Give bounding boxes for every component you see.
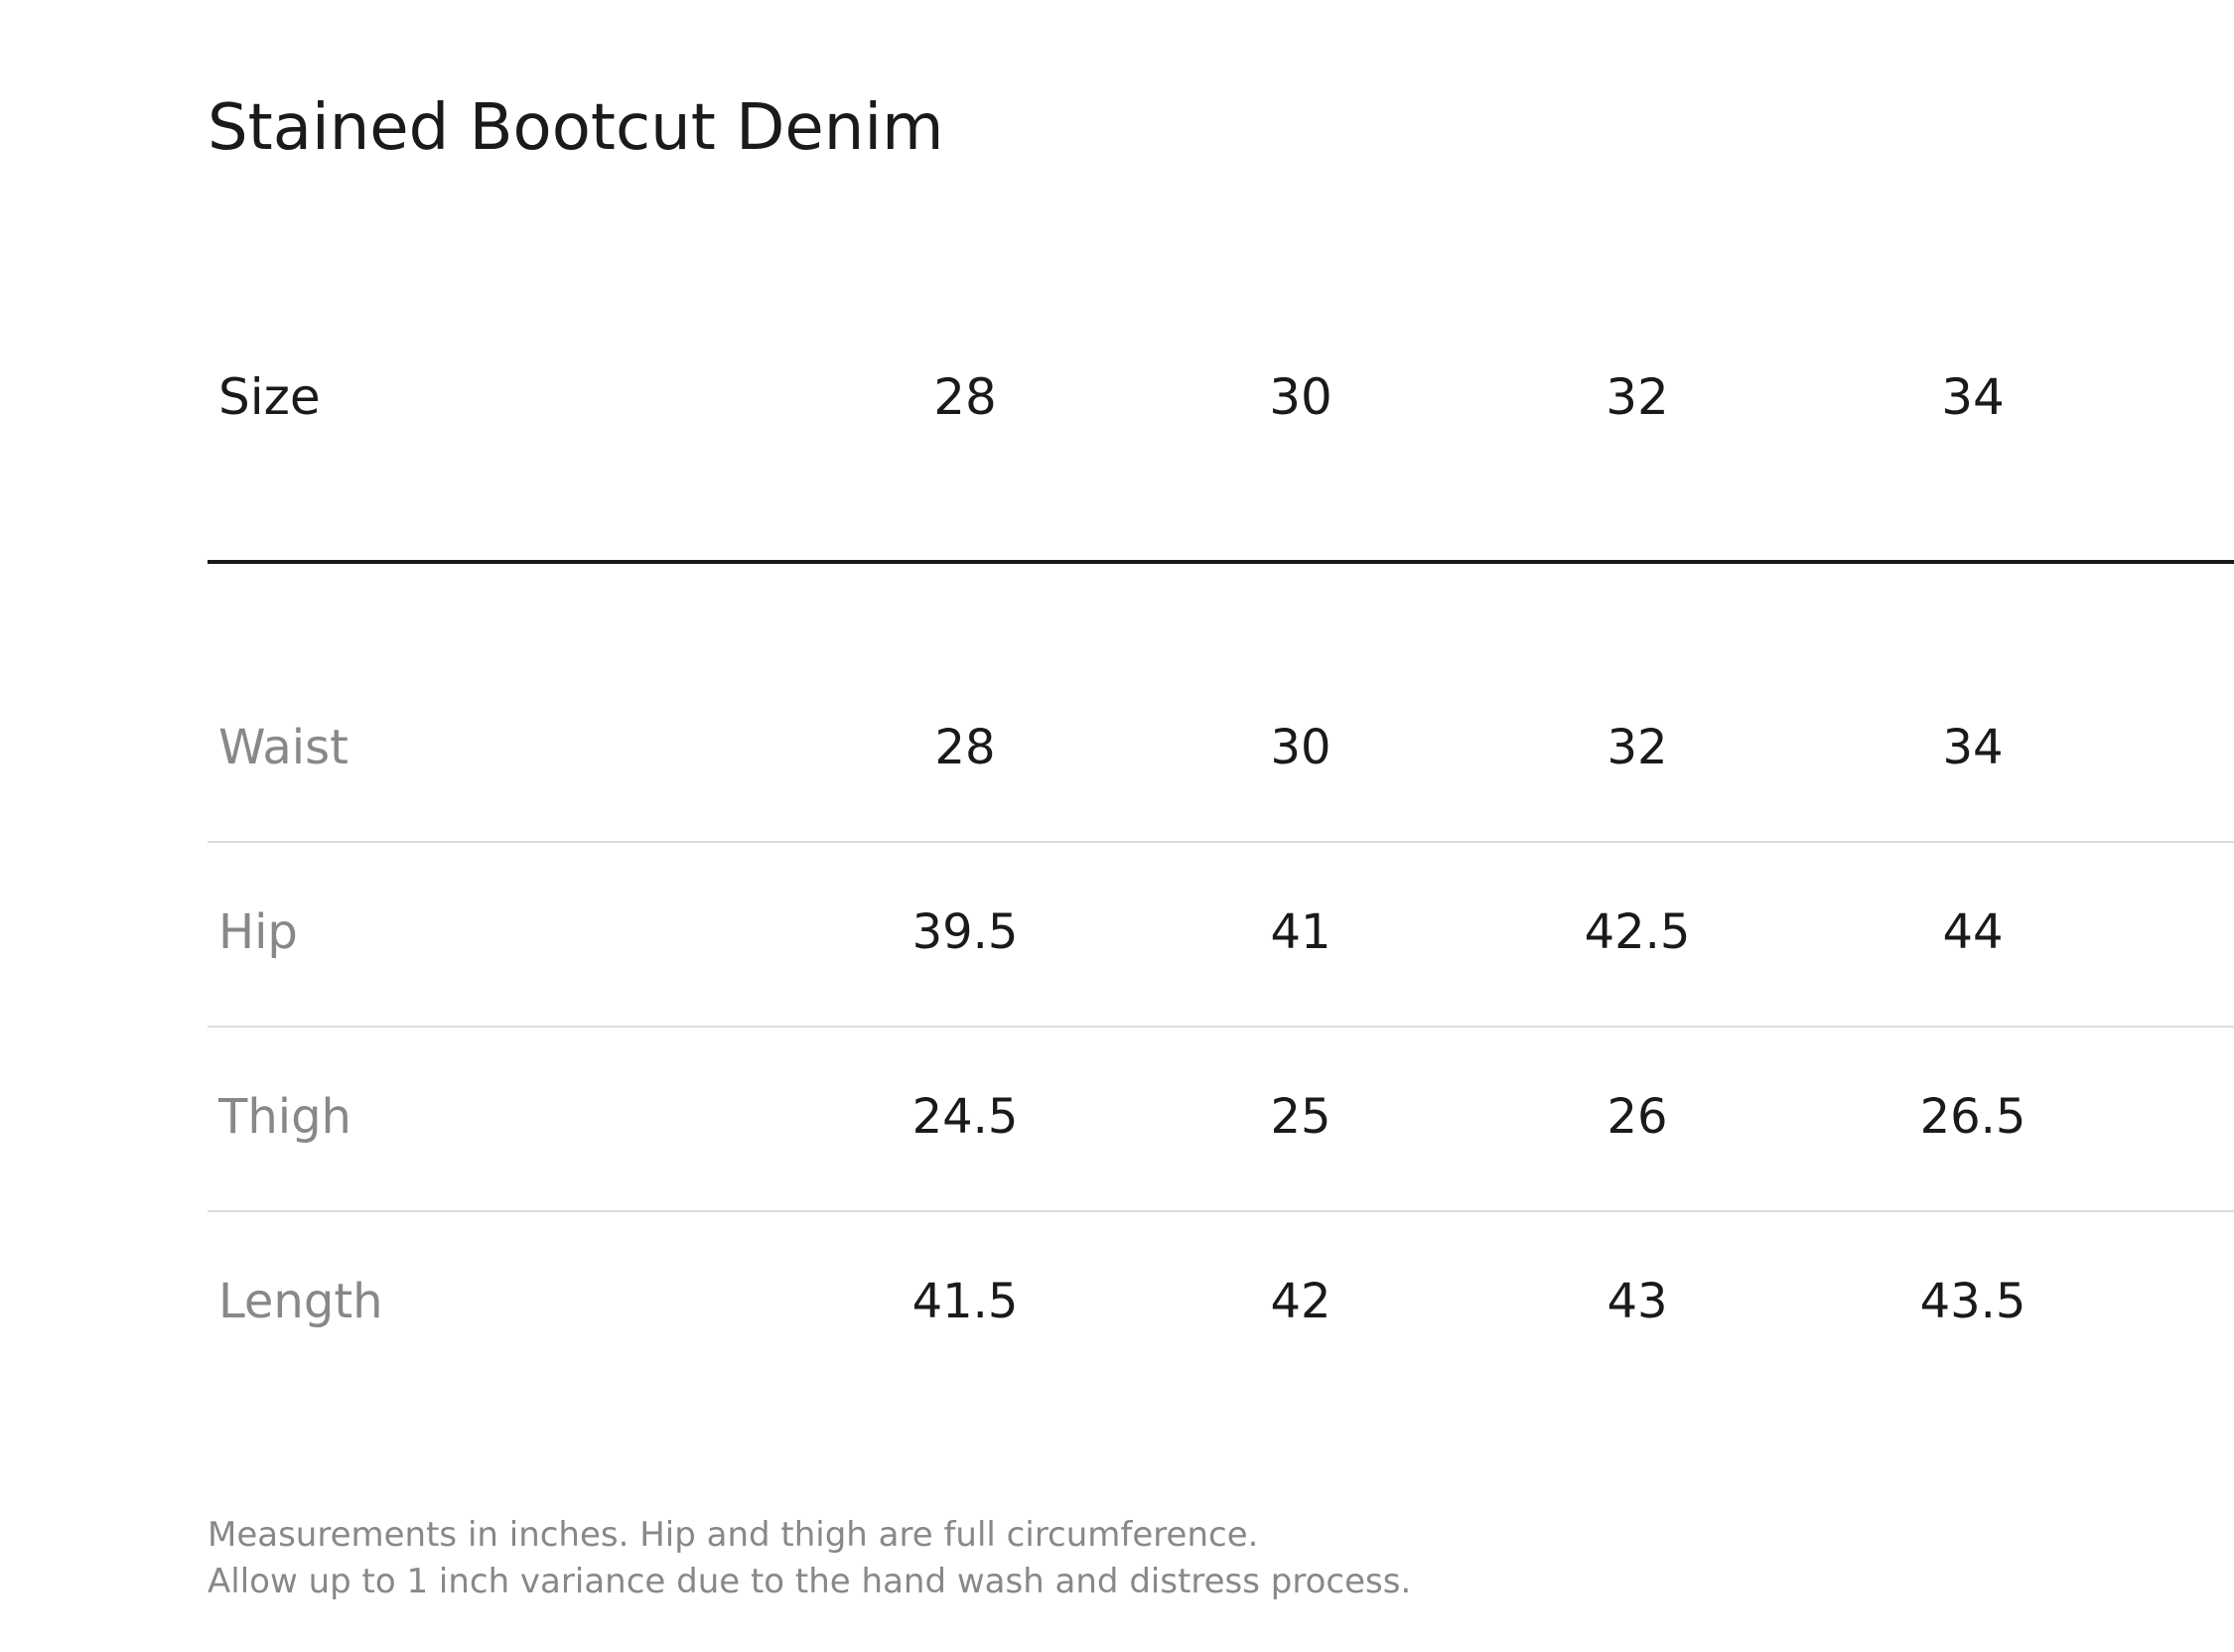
header-size-label: Size xyxy=(218,368,321,426)
row-divider xyxy=(208,1026,2234,1028)
size-chart-table: Size 28 30 32 34 Waist 28 30 32 34 Hip 3… xyxy=(208,0,2234,1652)
note-line: Measurements in inches. Hip and thigh ar… xyxy=(208,1515,1259,1555)
table-cell: 41.5 xyxy=(911,1274,1019,1329)
table-cell: 32 xyxy=(1606,720,1668,775)
table-header-row: Size 28 30 32 34 xyxy=(208,328,2234,467)
row-label-waist: Waist xyxy=(218,720,349,775)
table-cell: 30 xyxy=(1270,720,1331,775)
table-cell: 44 xyxy=(1942,904,2004,960)
note-line: Allow up to 1 inch variance due to the h… xyxy=(208,1562,1412,1601)
page-title: Stained Bootcut Denim xyxy=(208,91,944,165)
table-cell: 42.5 xyxy=(1584,904,1691,960)
table-cell: 26 xyxy=(1606,1089,1668,1145)
row-divider xyxy=(208,841,2234,843)
table-cell: 28 xyxy=(934,720,996,775)
header-size-34: 34 xyxy=(1941,368,2005,426)
table-cell: 26.5 xyxy=(1919,1089,2026,1145)
table-cell: 25 xyxy=(1270,1089,1331,1145)
header-size-28: 28 xyxy=(933,368,997,426)
measurement-notes: Measurements in inches. Hip and thigh ar… xyxy=(208,1512,1411,1605)
table-cell: 34 xyxy=(1942,720,2004,775)
table-row-thigh: Thigh 24.5 25 26 26.5 xyxy=(208,1025,2234,1209)
row-label-thigh: Thigh xyxy=(218,1089,351,1145)
table-cell: 42 xyxy=(1270,1274,1331,1329)
table-cell: 39.5 xyxy=(911,904,1019,960)
table-row-hip: Hip 39.5 41 42.5 44 xyxy=(208,840,2234,1025)
table-row-waist: Waist 28 30 32 34 xyxy=(208,655,2234,840)
table-cell: 43 xyxy=(1606,1274,1668,1329)
header-size-32: 32 xyxy=(1606,368,1669,426)
row-label-length: Length xyxy=(218,1274,383,1329)
row-label-hip: Hip xyxy=(218,904,298,960)
header-size-30: 30 xyxy=(1269,368,1332,426)
table-cell: 24.5 xyxy=(911,1089,1019,1145)
header-divider xyxy=(208,560,2234,564)
row-divider xyxy=(208,1210,2234,1212)
table-cell: 41 xyxy=(1270,904,1331,960)
table-cell: 43.5 xyxy=(1919,1274,2026,1329)
table-row-length: Length 41.5 42 43 43.5 xyxy=(208,1209,2234,1394)
